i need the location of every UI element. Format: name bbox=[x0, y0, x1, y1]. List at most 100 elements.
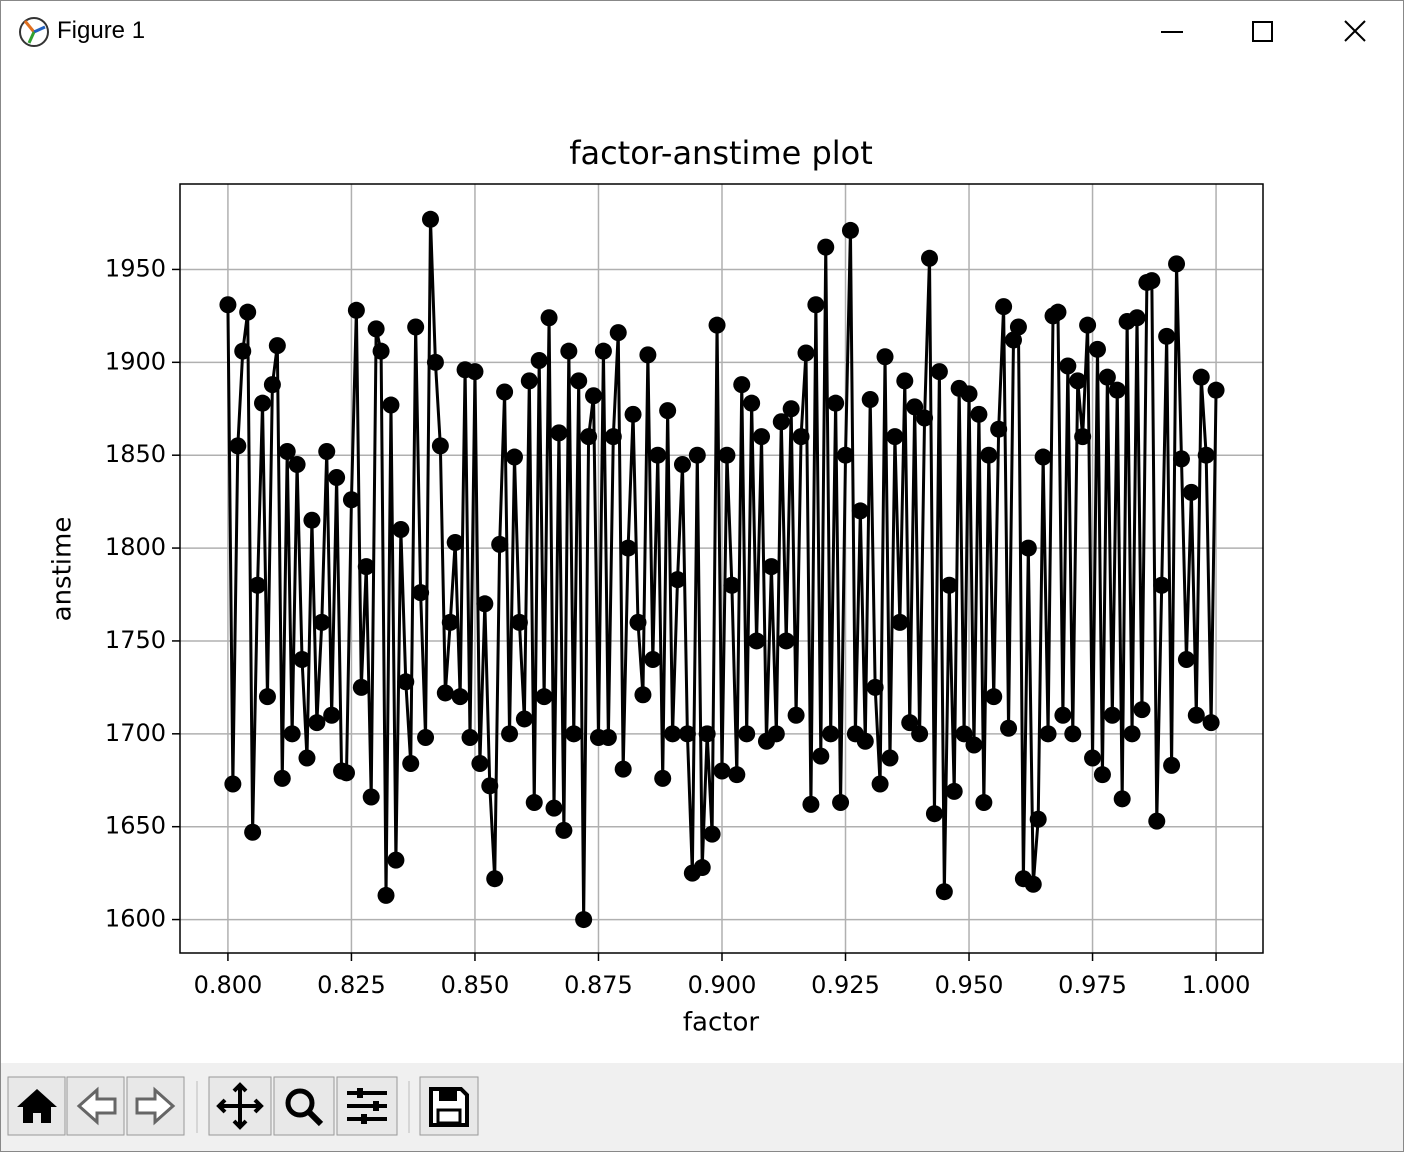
data-point bbox=[1172, 450, 1190, 468]
data-point bbox=[258, 688, 276, 706]
data-point bbox=[545, 799, 563, 817]
data-point bbox=[288, 455, 306, 473]
data-point bbox=[940, 576, 958, 594]
data-point bbox=[540, 309, 558, 327]
data-point bbox=[1128, 309, 1146, 327]
data-point bbox=[431, 437, 449, 455]
data-point bbox=[594, 342, 612, 360]
data-point bbox=[421, 210, 439, 228]
data-point bbox=[1103, 706, 1121, 724]
data-point bbox=[738, 725, 756, 743]
data-point bbox=[841, 221, 859, 239]
data-point bbox=[817, 238, 835, 256]
data-point bbox=[1098, 368, 1116, 386]
data-point bbox=[501, 725, 519, 743]
window-controls bbox=[1161, 20, 1366, 42]
data-point bbox=[1148, 812, 1166, 830]
data-point bbox=[234, 342, 252, 360]
data-point bbox=[298, 749, 316, 767]
data-point bbox=[802, 795, 820, 813]
data-point bbox=[520, 372, 538, 390]
toolbar bbox=[1, 1063, 1403, 1151]
close-button[interactable] bbox=[1344, 20, 1366, 42]
data-point bbox=[461, 729, 479, 747]
data-point bbox=[1123, 725, 1141, 743]
data-point bbox=[619, 539, 637, 557]
data-point bbox=[1074, 428, 1092, 446]
y-tick-label: 1800 bbox=[105, 533, 166, 561]
data-point bbox=[377, 886, 395, 904]
data-point bbox=[1069, 372, 1087, 390]
data-point bbox=[753, 428, 771, 446]
data-point bbox=[955, 725, 973, 743]
data-point bbox=[654, 769, 672, 787]
plot-frame bbox=[179, 183, 1264, 954]
data-point bbox=[496, 383, 514, 401]
chart: factor-anstime plot factor anstime 1600 1… bbox=[48, 134, 1264, 1038]
data-point bbox=[555, 821, 573, 839]
data-point bbox=[535, 688, 553, 706]
data-point bbox=[1084, 749, 1102, 767]
data-point bbox=[476, 595, 494, 613]
data-point bbox=[303, 511, 321, 529]
configure-button[interactable] bbox=[336, 1076, 398, 1136]
data-point bbox=[244, 823, 262, 841]
data-point bbox=[728, 766, 746, 784]
data-point bbox=[876, 348, 894, 366]
data-point bbox=[1163, 756, 1181, 774]
data-point bbox=[342, 491, 360, 509]
pan-button[interactable] bbox=[208, 1076, 272, 1136]
maximize-button[interactable] bbox=[1252, 21, 1273, 42]
back-button[interactable] bbox=[66, 1076, 125, 1136]
data-point bbox=[323, 706, 341, 724]
forward-button[interactable] bbox=[126, 1076, 185, 1136]
data-point bbox=[1049, 303, 1067, 321]
chart-title: factor-anstime plot bbox=[569, 134, 873, 172]
data-point bbox=[397, 673, 415, 691]
data-point bbox=[1059, 357, 1077, 375]
data-point bbox=[960, 385, 978, 403]
data-point bbox=[1202, 714, 1220, 732]
data-point bbox=[402, 755, 420, 773]
data-point bbox=[1207, 381, 1225, 399]
data-point bbox=[792, 428, 810, 446]
data-point bbox=[254, 394, 272, 412]
data-point bbox=[930, 363, 948, 381]
x-tick-label: 0.825 bbox=[317, 971, 386, 999]
y-tick-label: 1900 bbox=[105, 347, 166, 375]
data-point bbox=[580, 428, 598, 446]
home-button[interactable] bbox=[7, 1076, 66, 1136]
data-point bbox=[856, 732, 874, 750]
data-point bbox=[451, 688, 469, 706]
data-point bbox=[407, 318, 425, 336]
data-point bbox=[1158, 327, 1176, 345]
data-point bbox=[678, 725, 696, 743]
data-point bbox=[1004, 331, 1022, 349]
data-point bbox=[575, 911, 593, 929]
data-point bbox=[772, 413, 790, 431]
data-point bbox=[861, 390, 879, 408]
data-point bbox=[585, 387, 603, 405]
data-point bbox=[347, 301, 365, 319]
save-button[interactable] bbox=[419, 1076, 479, 1136]
data-point bbox=[698, 725, 716, 743]
data-point bbox=[614, 760, 632, 778]
data-point bbox=[911, 725, 929, 743]
data-point bbox=[1064, 725, 1082, 743]
data-point bbox=[525, 794, 543, 812]
x-tick-label: 0.875 bbox=[564, 971, 633, 999]
data-point bbox=[471, 755, 489, 773]
data-point bbox=[837, 446, 855, 464]
data-point bbox=[1034, 448, 1052, 466]
data-point bbox=[896, 372, 914, 390]
x-tick-label: 1.000 bbox=[1182, 971, 1251, 999]
data-point bbox=[1088, 340, 1106, 358]
x-tick-label: 0.925 bbox=[811, 971, 880, 999]
data-point bbox=[985, 688, 1003, 706]
data-point bbox=[945, 782, 963, 800]
data-point bbox=[505, 448, 523, 466]
data-point bbox=[965, 736, 983, 754]
zoom-button[interactable] bbox=[273, 1076, 335, 1136]
data-point bbox=[787, 706, 805, 724]
